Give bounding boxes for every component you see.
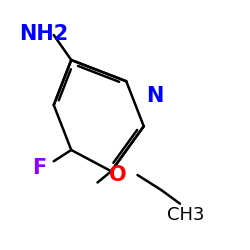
Text: NH2: NH2 bbox=[19, 24, 68, 44]
Text: CH3: CH3 bbox=[168, 206, 205, 224]
Text: F: F bbox=[32, 158, 46, 178]
Text: N: N bbox=[146, 86, 164, 106]
Text: O: O bbox=[109, 165, 126, 185]
